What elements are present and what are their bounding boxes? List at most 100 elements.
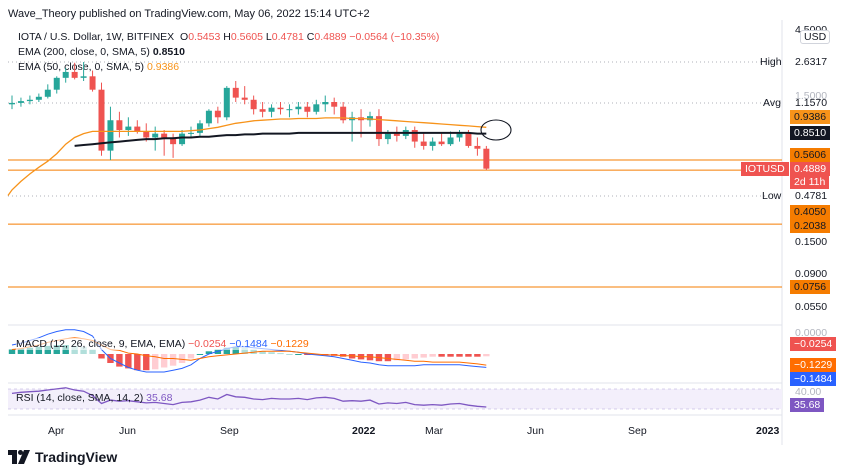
change-value: −0.0564 (−10.35%)	[349, 31, 440, 43]
candle-body	[367, 116, 373, 121]
macd-value-3: −0.1229	[270, 338, 309, 350]
macd-hist-bar	[35, 346, 43, 354]
macd-hist-bar	[474, 354, 481, 357]
candle-body	[80, 76, 87, 78]
macd-label: MACD (12, 26, close, 9, EMA, EMA)	[16, 338, 186, 350]
macd-hist-bar	[286, 354, 293, 355]
time-label-2023: 2023	[756, 425, 780, 437]
rsi-band	[8, 389, 782, 409]
macd-hist-bar	[259, 351, 266, 354]
macd-hist-bar	[125, 354, 132, 369]
macd-hist-bar	[268, 352, 275, 354]
currency-button[interactable]: USD	[800, 30, 831, 44]
time-label-apr: Apr	[48, 425, 65, 437]
open-value: 0.5453	[188, 31, 221, 43]
rsi-legend[interactable]: RSI (14, close, SMA, 14, 2) 35.68	[16, 392, 172, 404]
ema200-legend[interactable]: EMA (200, close, 0, SMA, 5) 0.8510	[18, 46, 185, 58]
candle-body	[26, 99, 33, 102]
macd-scale-top: 0.0000	[795, 327, 828, 339]
close-value: 0.4889	[314, 31, 347, 43]
last-price-tag: 0.4889	[790, 162, 831, 176]
avg-value: 1.1570	[795, 97, 828, 109]
macd-hist-bar	[89, 349, 96, 354]
candle-body	[286, 109, 293, 111]
candles-group	[9, 62, 490, 171]
ema50-line	[7, 117, 487, 196]
low-label: Low	[762, 190, 782, 202]
level-0-5606-tag: 0.5606	[790, 148, 831, 162]
level-0-0756-tag: 0.0756	[790, 280, 831, 294]
macd-hist-bar	[456, 354, 463, 357]
open-label: O	[180, 31, 189, 43]
candle-body	[241, 97, 248, 100]
macd-line-tag: −0.1484	[790, 372, 837, 386]
macd-hist-bar	[178, 354, 186, 363]
candle-body	[214, 110, 221, 118]
macd-hist-bar	[152, 354, 159, 370]
horizontal-levels	[8, 159, 782, 288]
macd-signal-tag: −0.1229	[790, 358, 837, 372]
ema50-price-tag: 0.9386	[790, 110, 831, 124]
ema50-value: 0.9386	[146, 61, 180, 73]
candle-body	[313, 104, 320, 112]
macd-hist-bar	[277, 353, 284, 355]
macd-hist-bar	[196, 354, 204, 355]
ema200-price-tag: 0.8510	[790, 126, 831, 140]
candle-body	[447, 137, 454, 145]
low-value: 0.4781	[795, 190, 828, 202]
macd-value-2: −0.1484	[229, 338, 268, 350]
macd-hist-bar	[429, 354, 436, 357]
candle-body	[17, 101, 24, 103]
candle-body	[44, 89, 51, 97]
symbol-tag: IOTUSD	[741, 162, 789, 176]
publisher-line: Wave_Theory published on TradingView.com…	[8, 8, 370, 20]
candle-body	[196, 123, 203, 133]
macd-hist-bar	[241, 347, 248, 354]
candle-body	[429, 141, 436, 146]
candle-body	[295, 106, 302, 110]
macd-hist-bar	[134, 354, 141, 371]
candle-body	[134, 126, 141, 132]
ema50-legend[interactable]: EMA (50, close, 0, SMA, 5) 0.9386	[18, 61, 179, 73]
candle-body	[89, 76, 96, 90]
candle-body	[322, 102, 329, 105]
macd-hist-bar	[26, 347, 34, 354]
high-value: 0.5605	[230, 31, 263, 43]
candle-body	[384, 133, 391, 140]
time-label-2022: 2022	[352, 425, 376, 437]
candle-body	[35, 96, 42, 100]
candle-body	[98, 89, 105, 151]
time-label-mar: Mar	[425, 425, 444, 437]
candle-body	[340, 106, 347, 121]
candle-body	[420, 141, 427, 146]
countdown-tag: 2d 11h	[790, 175, 830, 189]
macd-hist-bar	[465, 354, 472, 357]
candle-body	[223, 87, 230, 118]
candle-body	[107, 120, 114, 151]
macd-hist-bar	[143, 354, 150, 371]
scale-label-0-055: 0.0550	[795, 301, 828, 313]
candle-body	[304, 106, 311, 112]
annotation-circle	[480, 119, 512, 141]
candle-body	[456, 133, 463, 138]
candle-body	[125, 126, 132, 131]
macd-hist-tag: −0.0254	[790, 337, 837, 351]
macd-hist-bar	[17, 348, 25, 354]
time-label-jun: Jun	[119, 425, 136, 437]
candle-body	[152, 133, 159, 138]
candle-body	[411, 130, 418, 142]
ema200-label: EMA (200, close, 0, SMA, 5)	[18, 46, 150, 58]
candle-body	[232, 87, 239, 98]
candle-body	[188, 132, 194, 134]
macd-legend[interactable]: MACD (12, 26, close, 9, EMA, EMA) −0.025…	[16, 338, 309, 350]
candle-body	[143, 131, 150, 138]
tradingview-brand[interactable]: TradingView	[8, 449, 117, 465]
candle-body	[438, 141, 445, 145]
macd-hist-bar	[295, 354, 302, 355]
candle-body	[179, 133, 186, 145]
candle-body	[170, 137, 177, 145]
macd-hist-bar	[447, 354, 454, 357]
level-0-2038-tag: 0.2038	[790, 219, 831, 233]
macd-hist-bar	[205, 351, 213, 354]
